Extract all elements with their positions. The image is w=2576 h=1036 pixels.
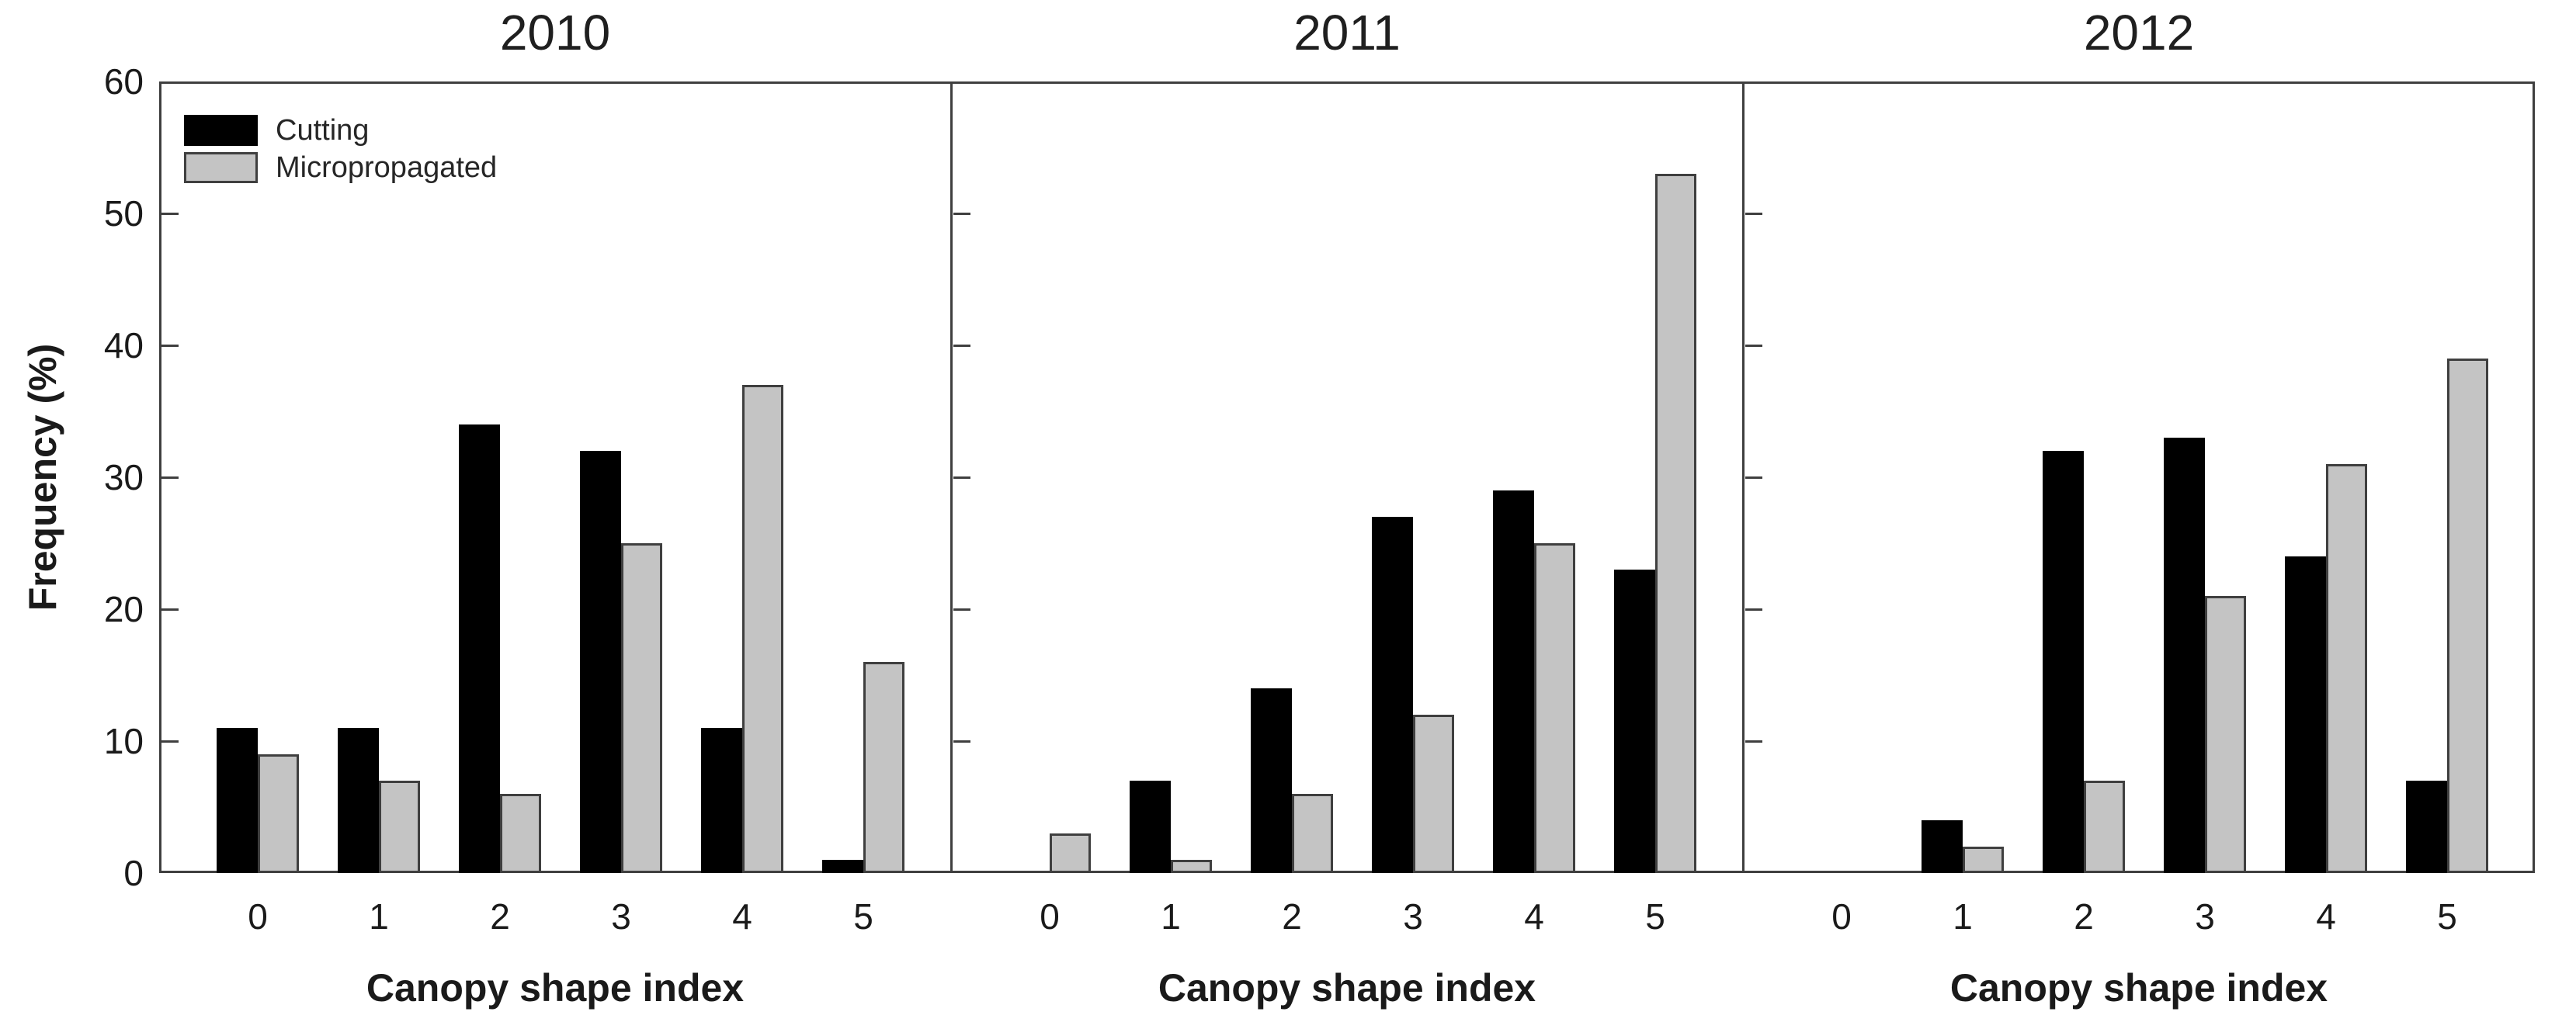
bar-cutting-2012-csi4 bbox=[2285, 556, 2326, 873]
x-tick-label-panel0-3: 3 bbox=[611, 896, 631, 937]
panel-divider-1 bbox=[950, 81, 953, 873]
bar-cutting-2011-csi3 bbox=[1372, 517, 1413, 873]
x-tick-label-panel1-5: 5 bbox=[1645, 896, 1665, 937]
y-tick-mark-panel2-50 bbox=[1745, 212, 1762, 215]
x-tick-label-panel2-5: 5 bbox=[2437, 896, 2457, 937]
bar-cutting-2012-csi5 bbox=[2406, 781, 2447, 873]
legend-label-micropropagated: Micropropagated bbox=[276, 151, 498, 184]
x-tick-label-panel0-4: 4 bbox=[732, 896, 752, 937]
bar-micropropagated-2010-csi0 bbox=[258, 754, 299, 873]
bar-micropropagated-2011-csi4 bbox=[1534, 543, 1575, 873]
y-tick-mark-panel1-40 bbox=[953, 344, 970, 347]
x-tick-label-panel2-4: 4 bbox=[2316, 896, 2336, 937]
bar-cutting-2010-csi3 bbox=[580, 451, 621, 873]
bar-micropropagated-2012-csi1 bbox=[1963, 847, 2004, 873]
bar-micropropagated-2010-csi4 bbox=[742, 385, 783, 873]
x-tick-label-panel1-0: 0 bbox=[1040, 896, 1060, 937]
x-axis-title-panel0: Canopy shape index bbox=[366, 966, 745, 1010]
y-tick-label-30: 30 bbox=[103, 457, 144, 497]
y-tick-label-40: 40 bbox=[103, 325, 144, 366]
legend-swatch-cutting bbox=[184, 115, 258, 146]
bar-cutting-2011-csi1 bbox=[1130, 781, 1171, 873]
bar-micropropagated-2012-csi2 bbox=[2084, 781, 2125, 873]
x-tick-label-panel1-2: 2 bbox=[1282, 896, 1302, 937]
x-tick-label-panel0-2: 2 bbox=[490, 896, 510, 937]
y-tick-mark-panel2-10 bbox=[1745, 740, 1762, 743]
bar-cutting-2010-csi2 bbox=[459, 424, 500, 873]
bar-micropropagated-2010-csi2 bbox=[500, 794, 541, 873]
x-axis-title-panel2: Canopy shape index bbox=[1949, 966, 2328, 1010]
y-tick-mark-panel0-50 bbox=[161, 212, 179, 215]
x-tick-label-panel0-1: 1 bbox=[369, 896, 389, 937]
legend-swatch-micropropagated bbox=[184, 152, 258, 183]
y-tick-mark-panel2-20 bbox=[1745, 608, 1762, 611]
bar-micropropagated-2012-csi3 bbox=[2205, 596, 2246, 873]
bar-micropropagated-2010-csi1 bbox=[379, 781, 420, 873]
panel-title-2010: 2010 bbox=[499, 5, 611, 61]
y-tick-mark-panel0-10 bbox=[161, 740, 179, 743]
bar-micropropagated-2012-csi4 bbox=[2326, 464, 2367, 873]
bar-micropropagated-2010-csi3 bbox=[621, 543, 662, 873]
bar-cutting-2012-csi1 bbox=[1922, 820, 1963, 873]
bar-cutting-2011-csi2 bbox=[1251, 688, 1292, 873]
panel-divider-2 bbox=[1741, 81, 1745, 873]
x-tick-label-panel2-2: 2 bbox=[2074, 896, 2094, 937]
y-tick-mark-panel0-40 bbox=[161, 344, 179, 347]
bar-cutting-2010-csi4 bbox=[701, 728, 742, 873]
bar-cutting-2010-csi5 bbox=[822, 860, 863, 873]
x-tick-label-panel1-4: 4 bbox=[1524, 896, 1544, 937]
bar-cutting-2010-csi1 bbox=[338, 728, 379, 873]
y-tick-label-50: 50 bbox=[103, 193, 144, 234]
y-tick-label-20: 20 bbox=[103, 589, 144, 629]
x-tick-label-panel0-5: 5 bbox=[853, 896, 873, 937]
y-tick-mark-panel1-20 bbox=[953, 608, 970, 611]
x-tick-label-panel2-3: 3 bbox=[2195, 896, 2215, 937]
y-tick-label-0: 0 bbox=[123, 853, 144, 893]
panel-title-2012: 2012 bbox=[2083, 5, 2195, 61]
bar-micropropagated-2011-csi3 bbox=[1413, 715, 1454, 873]
bar-cutting-2010-csi0 bbox=[217, 728, 258, 873]
bar-cutting-2011-csi4 bbox=[1493, 490, 1534, 873]
y-tick-mark-panel1-50 bbox=[953, 212, 970, 215]
y-tick-label-10: 10 bbox=[103, 721, 144, 761]
y-tick-mark-panel2-30 bbox=[1745, 476, 1762, 479]
x-tick-label-panel0-0: 0 bbox=[248, 896, 268, 937]
y-tick-mark-panel0-20 bbox=[161, 608, 179, 611]
plot-area bbox=[159, 81, 2535, 873]
legend-label-cutting: Cutting bbox=[276, 114, 370, 147]
bar-cutting-2011-csi5 bbox=[1614, 570, 1655, 873]
bar-micropropagated-2011-csi2 bbox=[1292, 794, 1333, 873]
bar-cutting-2012-csi3 bbox=[2164, 438, 2205, 873]
bar-micropropagated-2011-csi5 bbox=[1655, 174, 1696, 873]
bar-micropropagated-2012-csi5 bbox=[2447, 359, 2488, 873]
bar-micropropagated-2011-csi0 bbox=[1050, 833, 1091, 873]
bar-micropropagated-2011-csi1 bbox=[1171, 860, 1212, 873]
y-tick-label-60: 60 bbox=[103, 61, 144, 102]
y-tick-mark-panel1-10 bbox=[953, 740, 970, 743]
x-tick-label-panel1-1: 1 bbox=[1161, 896, 1181, 937]
y-tick-mark-panel1-30 bbox=[953, 476, 970, 479]
y-tick-mark-panel0-30 bbox=[161, 476, 179, 479]
y-tick-mark-panel2-40 bbox=[1745, 344, 1762, 347]
x-tick-label-panel1-3: 3 bbox=[1403, 896, 1423, 937]
x-tick-label-panel2-1: 1 bbox=[1953, 896, 1973, 937]
bar-micropropagated-2010-csi5 bbox=[863, 662, 904, 873]
x-axis-title-panel1: Canopy shape index bbox=[1158, 966, 1536, 1010]
x-tick-label-panel2-0: 0 bbox=[1831, 896, 1852, 937]
bar-cutting-2012-csi2 bbox=[2043, 451, 2084, 873]
panel-title-2011: 2011 bbox=[1293, 5, 1401, 61]
